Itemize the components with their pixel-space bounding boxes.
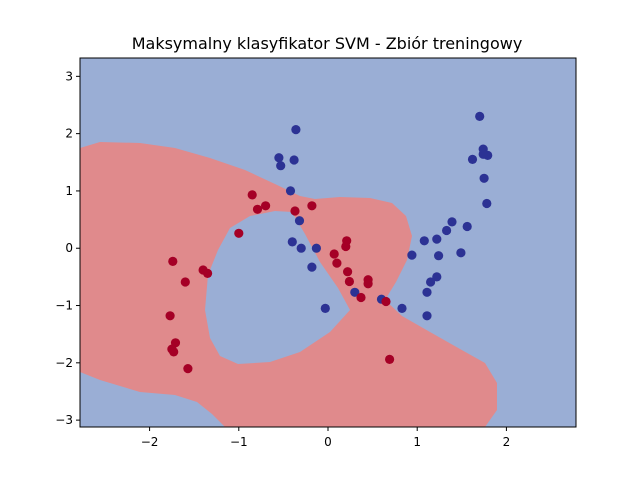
red-point [341,241,351,252]
red-point [165,311,175,321]
blue-point [291,125,301,135]
blue-point [320,303,330,313]
y-tick-label: 0 [65,241,73,255]
red-point [168,256,178,266]
y-tick-label: −3 [55,413,73,427]
red-class-region [80,142,497,427]
blue-point [350,287,360,297]
y-tick-label: −2 [55,356,73,370]
red-point [203,268,213,278]
red-point [385,354,395,364]
x-tick-label: 0 [324,435,332,449]
red-point [344,276,354,287]
red-point [169,347,179,357]
red-point [252,204,263,214]
x-tick-label: 1 [413,435,421,449]
blue-point [289,155,299,165]
blue-point [287,237,297,247]
red-point [343,267,353,277]
plot-area [80,58,576,427]
red-point [356,292,366,303]
y-axis: −3 −2 −1 0 1 2 3 [55,69,80,427]
blue-point [285,186,296,196]
blue-point [397,303,407,313]
red-point [290,206,300,216]
red-point [261,201,271,211]
y-tick-label: 1 [65,184,73,198]
blue-point [432,272,442,282]
y-tick-label: 3 [65,69,73,83]
blue-point [311,243,321,253]
blue-point [419,236,429,246]
red-point [381,296,391,307]
x-tick-label: −2 [141,435,159,449]
red-point [180,277,190,287]
x-tick-label: 2 [503,435,511,449]
red-point [329,249,339,259]
blue-point [307,262,317,272]
blue-point [432,234,442,244]
blue-point [456,248,466,258]
red-point [332,258,342,268]
blue-point [294,216,305,226]
blue-point [434,251,444,261]
y-tick-label: −1 [55,299,73,313]
blue-point [447,217,457,227]
blue-point [462,221,472,232]
red-point [183,364,193,374]
y-tick-label: 2 [65,127,73,141]
blue-point [407,250,417,260]
red-point [363,279,373,289]
blue-point [426,277,436,287]
x-axis: −2 −1 0 1 2 [141,427,511,449]
red-point [234,228,244,238]
blue-point [442,225,452,236]
blue-point [478,149,488,159]
red-point [307,201,317,211]
blue-point [479,173,489,183]
blue-point [422,311,432,321]
x-tick-label: −1 [230,435,248,449]
blue-point [276,161,286,171]
blue-point [482,198,492,209]
scatter-points [165,111,493,374]
blue-point [422,287,432,297]
blue-point [274,153,284,163]
blue-point [467,154,478,164]
blue-point [296,243,306,253]
blue-point [475,111,485,121]
red-point [247,190,257,200]
chart-title: Maksymalny klasyfikator SVM - Zbiór tren… [132,34,523,53]
